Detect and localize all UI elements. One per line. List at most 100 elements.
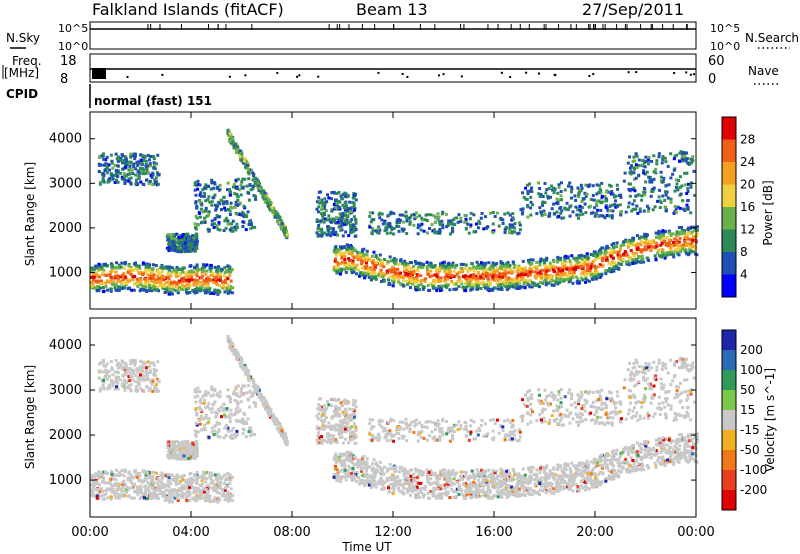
power-cell: [436, 212, 440, 216]
nave-dot: [509, 75, 512, 78]
power-cell: [563, 188, 567, 192]
power-cell: [583, 202, 587, 206]
power-cell: [441, 261, 445, 265]
power-cell: [197, 211, 201, 215]
power-cell: [145, 167, 149, 171]
power-cell: [137, 160, 141, 164]
power-cell: [413, 217, 417, 221]
power-cell: [410, 273, 414, 277]
power-cell: [146, 164, 150, 168]
power-cell: [547, 267, 551, 271]
power-cell: [652, 170, 656, 174]
power-cell: [130, 278, 134, 282]
power-cell: [493, 278, 497, 282]
power-cell: [610, 214, 614, 218]
velocity-cell: [144, 488, 148, 492]
power-cell: [362, 258, 366, 262]
velocity-cell: [342, 475, 346, 479]
velocity-cell: [114, 478, 118, 482]
velocity-cell: [658, 441, 662, 445]
power-cell: [658, 234, 662, 238]
velocity-cell: [586, 466, 590, 470]
power-cell: [594, 202, 598, 206]
power-cell: [127, 264, 131, 268]
power-cell: [390, 268, 394, 272]
power-cell: [116, 164, 120, 168]
power-cell: [457, 213, 461, 217]
power-cell: [482, 227, 486, 231]
velocity-cell: [416, 491, 420, 495]
velocity-cell: [519, 478, 523, 482]
power-cell: [120, 261, 124, 265]
power-cell: [449, 219, 453, 223]
power-cell: [639, 260, 643, 264]
power-cell: [445, 225, 449, 229]
power-cell: [570, 270, 574, 274]
power-cell: [113, 285, 117, 289]
power-cell: [416, 265, 420, 269]
power-cell: [317, 190, 321, 194]
power-cell: [502, 280, 506, 284]
power-cell: [584, 273, 588, 277]
power-cell: [331, 227, 335, 231]
power-cell: [524, 269, 528, 273]
power-cell: [538, 206, 542, 210]
power-cell: [543, 201, 547, 205]
power-cell: [412, 223, 416, 227]
power-cell: [418, 280, 422, 284]
power-cell: [511, 260, 515, 264]
power-cell: [632, 186, 636, 190]
power-cell: [114, 270, 118, 274]
power-cell: [348, 200, 352, 204]
velocity-cell: [135, 473, 139, 477]
power-cell: [222, 229, 226, 233]
velocity-cell: [102, 480, 106, 484]
power-cell: [401, 213, 405, 217]
power-cell: [183, 284, 187, 288]
power-cell: [101, 290, 105, 294]
power-cell: [190, 275, 194, 279]
power-cell: [438, 269, 442, 273]
velocity-cell: [677, 447, 681, 451]
power-cell: [120, 153, 124, 157]
velocity-cell: [544, 466, 548, 470]
velocity-cell: [430, 491, 434, 495]
power-cell: [469, 284, 473, 288]
power-cell: [133, 152, 137, 156]
power-cell: [371, 226, 375, 230]
nave-dot: [126, 75, 129, 78]
power-cell: [419, 228, 423, 232]
power-cell: [427, 227, 431, 231]
power-cell: [657, 155, 661, 159]
nave-dot: [685, 71, 688, 74]
power-cell: [688, 232, 692, 236]
power-cell: [226, 188, 230, 192]
power-cell: [162, 287, 166, 291]
freq-tick-bottom: 8: [60, 72, 68, 87]
power-cell: [573, 194, 577, 198]
power-cell: [434, 220, 438, 224]
power-cell: [523, 286, 527, 290]
power-cell: [610, 243, 614, 247]
power-cell: [455, 287, 459, 291]
power-cell: [343, 246, 347, 250]
power-cell: [316, 200, 320, 204]
power-cell: [116, 174, 120, 178]
power-cell: [231, 286, 235, 290]
velocity-cell: [572, 481, 576, 485]
power-cell: [647, 239, 651, 243]
power-cell: [388, 282, 392, 286]
power-cell: [599, 256, 603, 260]
power-cell: [561, 264, 565, 268]
power-cell: [438, 229, 442, 233]
power-cell: [385, 271, 389, 275]
power-cell: [254, 195, 258, 199]
power-cell: [541, 203, 545, 207]
power-cell: [357, 251, 361, 255]
power-cell: [209, 269, 213, 273]
power-cell: [390, 279, 394, 283]
power-cell: [568, 259, 572, 263]
nave-dot: [438, 74, 441, 77]
power-cell: [642, 186, 646, 190]
power-cell: [584, 183, 588, 187]
